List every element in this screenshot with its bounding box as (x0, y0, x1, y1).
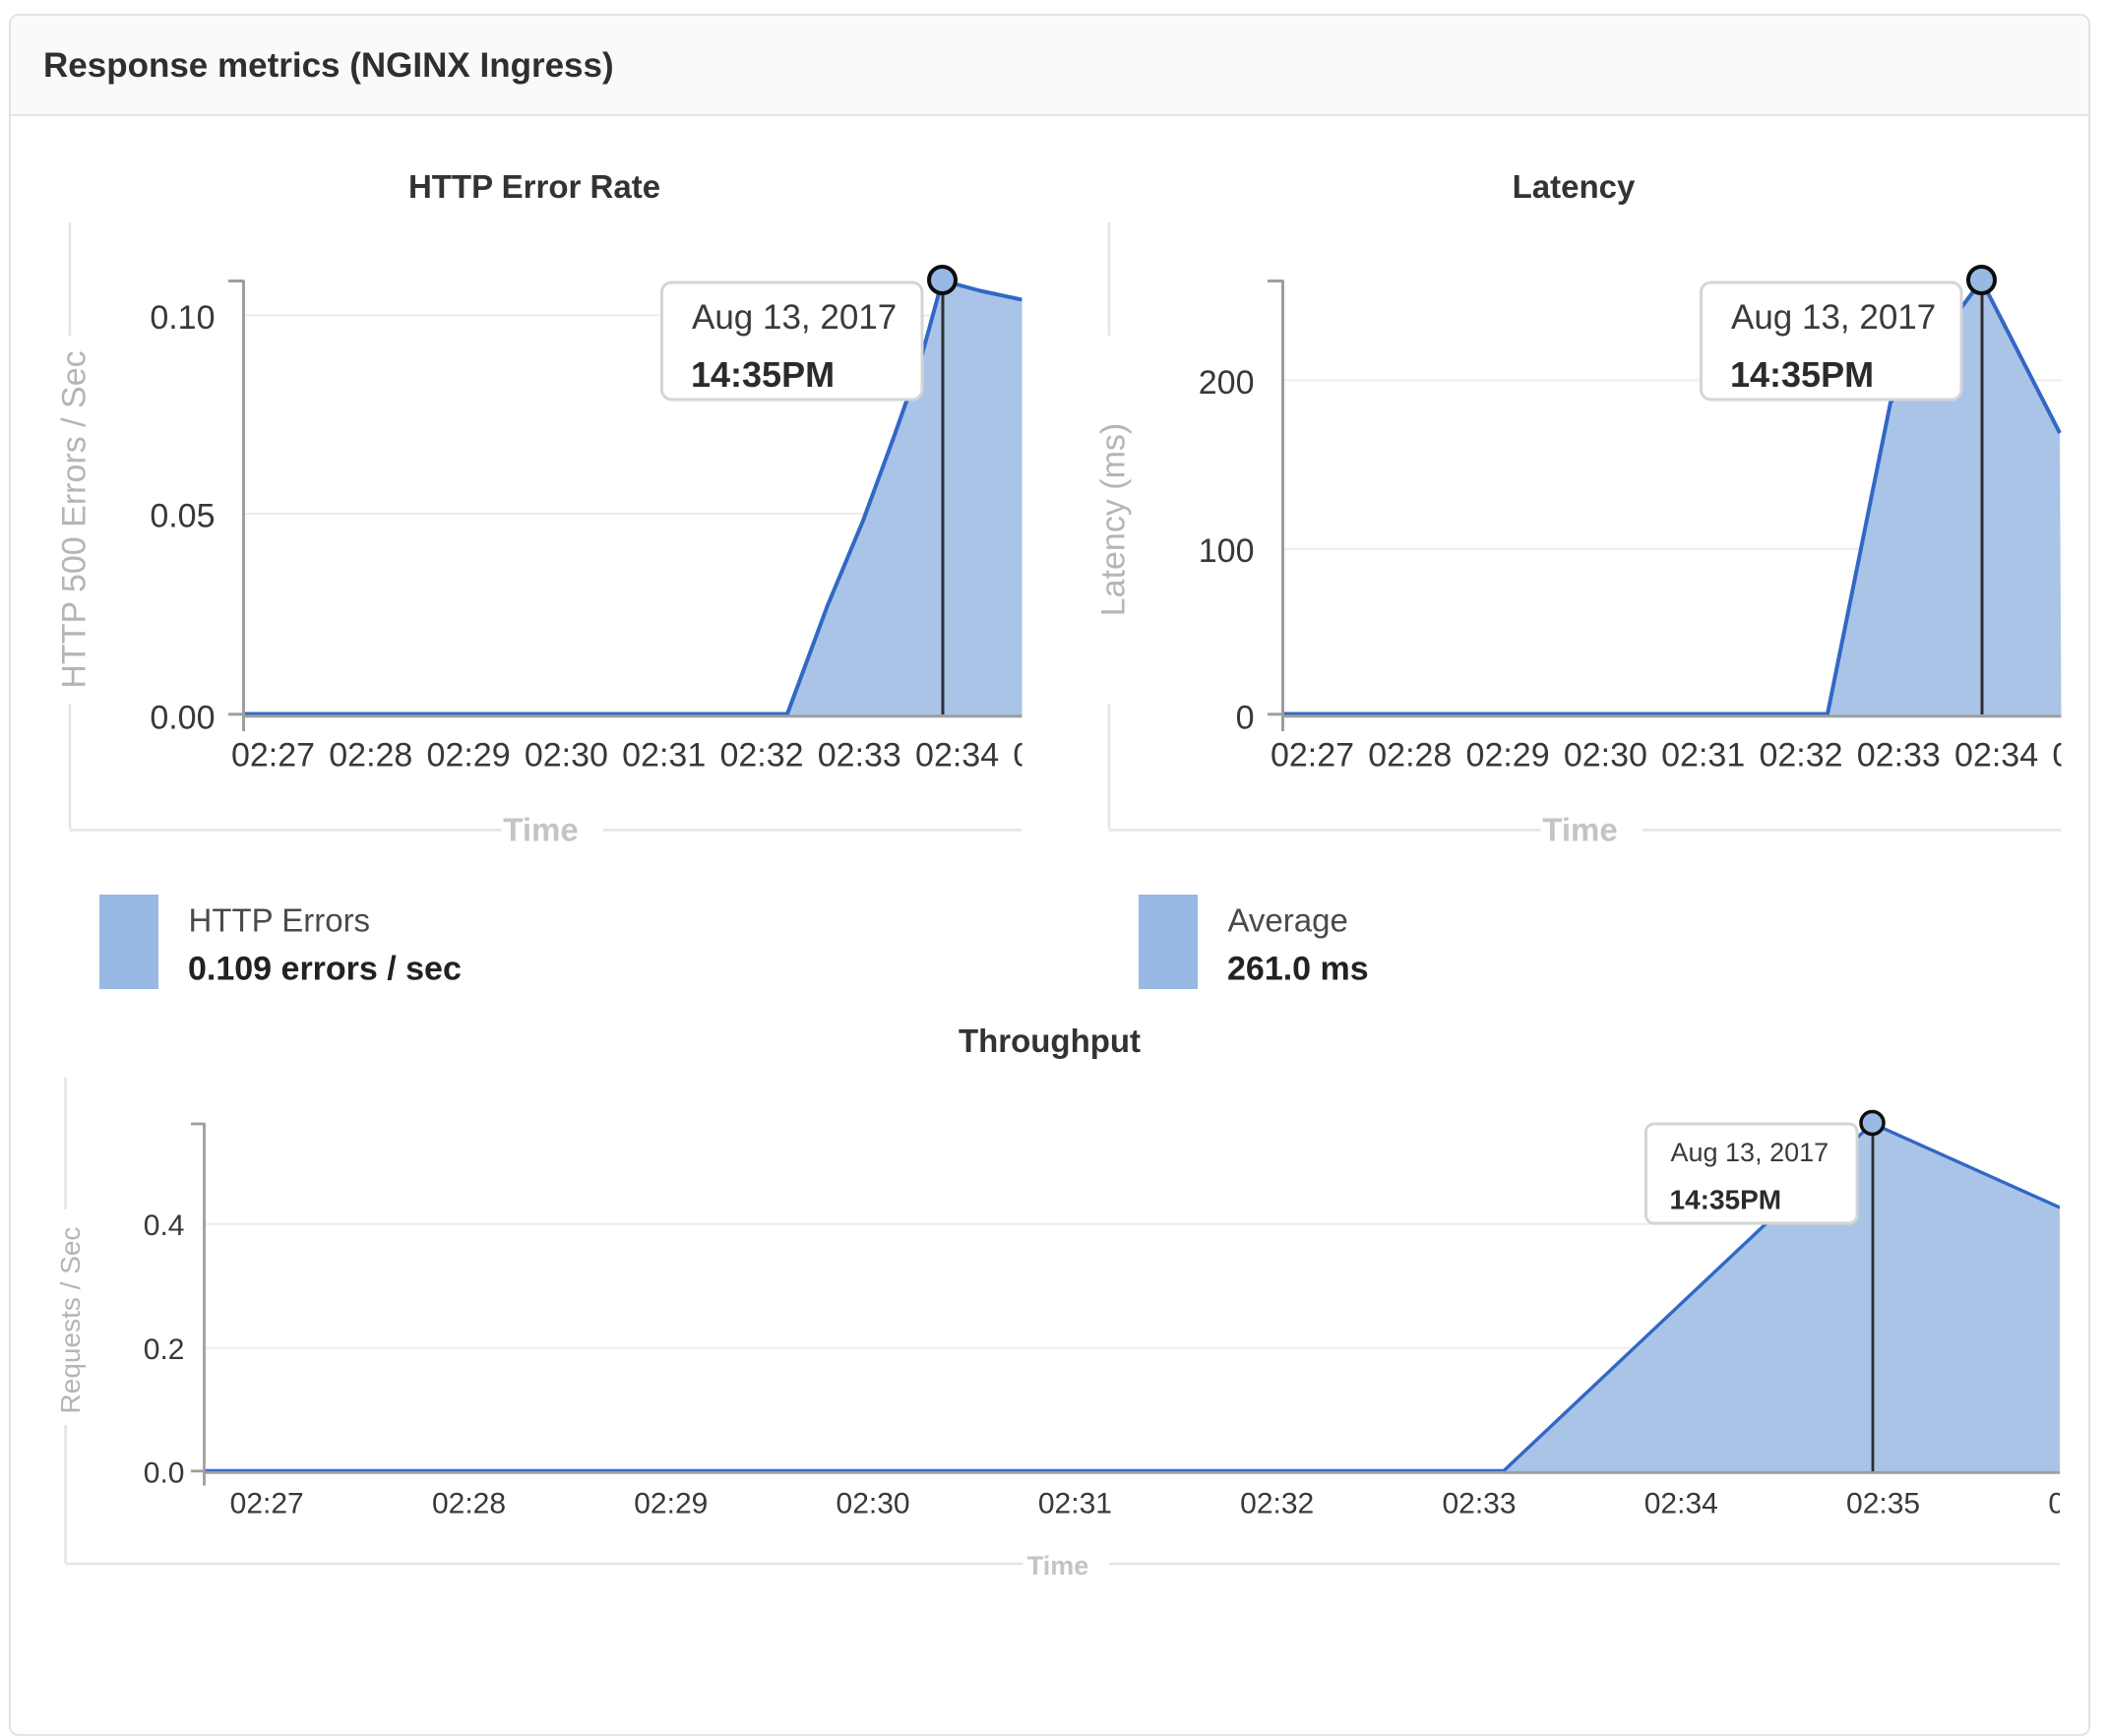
svg-text:02:28: 02:28 (432, 1488, 506, 1520)
svg-text:02:31: 02:31 (622, 737, 706, 775)
svg-text:0.05: 0.05 (150, 498, 215, 535)
svg-text:14:35PM: 14:35PM (1730, 354, 1874, 395)
svg-text:Time: Time (1027, 1551, 1089, 1581)
svg-text:02:29: 02:29 (1466, 737, 1550, 775)
svg-text:02:34: 02:34 (1954, 737, 2038, 775)
svg-text:0.4: 0.4 (144, 1209, 185, 1242)
svg-text:02:27: 02:27 (1271, 737, 1354, 775)
svg-text:02:27: 02:27 (231, 737, 315, 775)
svg-text:02:30: 02:30 (837, 1488, 910, 1520)
svg-text:02:35: 02:35 (1846, 1488, 1920, 1520)
svg-text:Time: Time (1542, 812, 1617, 848)
svg-text:02:30: 02:30 (1564, 737, 1647, 775)
svg-text:02:28: 02:28 (1368, 737, 1452, 775)
svg-text:02:29: 02:29 (427, 737, 511, 775)
svg-text:02:34: 02:34 (915, 737, 999, 775)
svg-text:HTTP Error Rate: HTTP Error Rate (408, 168, 660, 205)
svg-text:0.10: 0.10 (150, 299, 215, 337)
svg-text:100: 100 (1199, 532, 1255, 570)
svg-text:200: 200 (1199, 364, 1255, 402)
svg-text:02:31: 02:31 (1038, 1488, 1112, 1520)
svg-text:Latency (ms): Latency (ms) (1095, 423, 1133, 617)
svg-text:02:28: 02:28 (329, 737, 412, 775)
svg-text:0.00: 0.00 (150, 700, 215, 737)
svg-text:02:33: 02:33 (1857, 737, 1941, 775)
svg-text:14:35PM: 14:35PM (1670, 1185, 1782, 1215)
svg-text:Aug 13, 2017: Aug 13, 2017 (1671, 1138, 1829, 1167)
svg-text:Throughput: Throughput (959, 1023, 1141, 1059)
svg-text:0.109 errors / sec: 0.109 errors / sec (188, 951, 462, 988)
svg-text:02:33: 02:33 (1442, 1488, 1516, 1520)
svg-text:02:34: 02:34 (1644, 1488, 1718, 1520)
svg-text:02:33: 02:33 (818, 737, 901, 775)
svg-text:0.2: 0.2 (144, 1333, 185, 1366)
svg-text:Aug 13, 2017: Aug 13, 2017 (692, 298, 897, 337)
svg-text:Average: Average (1228, 902, 1348, 939)
svg-text:Latency: Latency (1513, 168, 1636, 205)
svg-text:02:35: 02:35 (1013, 737, 1096, 775)
svg-text:0.0: 0.0 (144, 1457, 185, 1490)
svg-text:02:32: 02:32 (719, 737, 803, 775)
svg-text:02:32: 02:32 (1240, 1488, 1314, 1520)
svg-text:HTTP 500 Errors / Sec: HTTP 500 Errors / Sec (56, 350, 93, 688)
svg-text:Time: Time (503, 812, 578, 848)
svg-text:02:29: 02:29 (634, 1488, 708, 1520)
svg-text:261.0 ms: 261.0 ms (1227, 951, 1369, 988)
svg-text:Requests / Sec: Requests / Sec (55, 1227, 86, 1414)
svg-text:0: 0 (1236, 700, 1255, 737)
svg-text:02:36: 02:36 (2048, 1488, 2108, 1520)
svg-text:HTTP Errors: HTTP Errors (189, 902, 371, 939)
svg-text:02:32: 02:32 (1759, 737, 1842, 775)
svg-text:14:35PM: 14:35PM (691, 354, 835, 395)
svg-text:02:31: 02:31 (1661, 737, 1745, 775)
svg-text:Aug 13, 2017: Aug 13, 2017 (1731, 298, 1936, 337)
svg-text:02:30: 02:30 (525, 737, 608, 775)
svg-text:02:27: 02:27 (230, 1488, 304, 1520)
svg-text:02:35: 02:35 (2052, 737, 2108, 775)
